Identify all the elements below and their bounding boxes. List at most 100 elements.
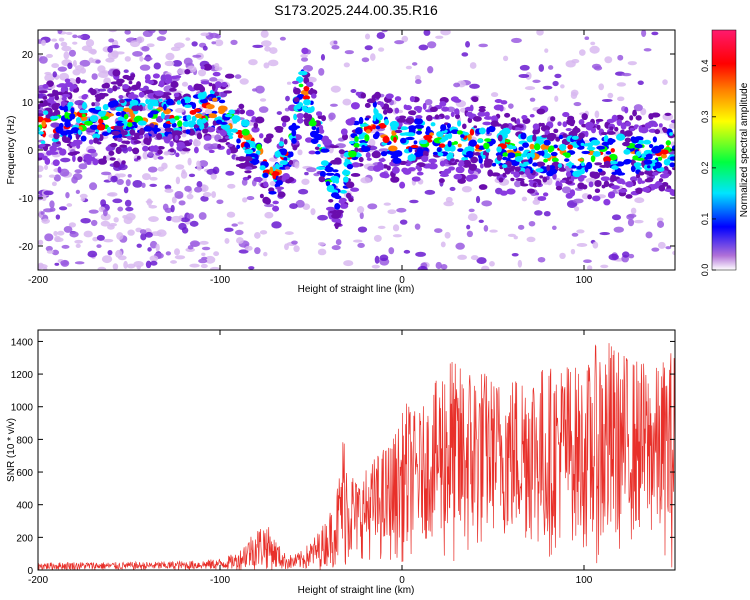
heat-cell — [570, 165, 577, 169]
heat-cell — [439, 160, 446, 167]
heat-cell — [121, 160, 126, 165]
heat-cell — [220, 124, 231, 130]
heat-cell — [275, 186, 285, 190]
heat-cell — [644, 122, 652, 129]
heat-cell — [178, 200, 186, 206]
heat-cell — [317, 214, 328, 221]
heat-cell — [374, 255, 380, 264]
heat-cell — [152, 145, 159, 153]
spectrogram-y-ticks: -20 -10 0 10 20 — [19, 50, 675, 253]
heat-cell — [196, 132, 203, 140]
heat-cell — [59, 148, 67, 156]
heat-cell — [476, 257, 487, 264]
heat-cell — [75, 76, 81, 84]
heat-cell — [77, 35, 83, 39]
y-tick-label: 400 — [16, 501, 33, 512]
heat-cell — [139, 55, 144, 62]
heat-cell — [350, 88, 357, 93]
heat-cell — [553, 128, 559, 134]
heat-cell — [597, 168, 603, 173]
heat-cell — [521, 153, 527, 158]
heat-cell — [184, 104, 192, 108]
heat-cell — [518, 146, 524, 151]
snr-y-label: SNR (10 * v/v) — [6, 418, 17, 482]
heat-cell — [197, 69, 207, 77]
heat-cell — [469, 62, 477, 69]
heat-cell — [589, 45, 600, 54]
heat-cell — [502, 123, 509, 128]
heat-cell — [521, 196, 528, 202]
heat-cell — [57, 30, 63, 34]
heat-cell — [83, 230, 93, 238]
heat-cell — [41, 195, 47, 202]
heat-cell — [461, 52, 469, 57]
heat-cell — [165, 98, 174, 106]
heat-cell — [317, 134, 323, 139]
heat-cell — [130, 136, 138, 141]
heat-cell — [80, 135, 87, 142]
heat-cell — [586, 146, 596, 151]
heat-cell — [225, 128, 233, 132]
heat-cell — [331, 45, 340, 50]
heat-cell — [283, 156, 288, 162]
heat-cell — [263, 136, 272, 144]
heat-cell — [64, 120, 71, 128]
heat-cell — [212, 71, 221, 77]
heat-cell — [535, 161, 546, 167]
heat-cell — [79, 193, 88, 199]
heat-cell — [150, 110, 159, 115]
heat-cell — [416, 171, 424, 176]
heat-cell — [438, 178, 445, 184]
heat-cell — [614, 126, 619, 132]
heat-cell — [444, 231, 451, 239]
heat-cell — [567, 144, 573, 150]
heat-cell — [186, 193, 194, 200]
heat-cell — [554, 73, 562, 79]
heat-cell — [608, 253, 619, 261]
heat-cell — [199, 98, 209, 104]
heat-cell — [332, 169, 339, 173]
heat-cell — [75, 189, 81, 194]
heat-cell — [543, 139, 551, 146]
heat-cell — [578, 132, 585, 139]
heat-cell — [577, 182, 585, 190]
heat-cell — [544, 48, 549, 53]
heat-cell — [300, 57, 309, 62]
heat-cell — [55, 214, 61, 220]
heat-cell — [231, 223, 238, 227]
heat-cell — [65, 137, 71, 144]
heat-cell — [330, 85, 341, 93]
heat-cell — [518, 171, 525, 175]
heat-cell — [145, 98, 150, 105]
heat-cell — [57, 66, 68, 72]
heat-cell — [193, 138, 199, 147]
heat-cell — [67, 101, 74, 107]
heat-cell — [170, 260, 178, 264]
heat-cell — [296, 113, 305, 119]
heat-cell — [469, 128, 475, 136]
heat-cell — [175, 176, 181, 185]
heat-cell — [611, 165, 619, 170]
heat-cell — [246, 196, 255, 201]
heat-cell — [447, 133, 453, 139]
heat-cell — [74, 169, 83, 174]
heat-cell — [94, 106, 102, 111]
heat-cell — [423, 134, 433, 140]
heat-cell — [483, 142, 490, 150]
heat-cell — [317, 248, 327, 256]
heat-cell — [643, 139, 652, 145]
heat-cell — [100, 199, 107, 207]
heat-cell — [668, 123, 675, 129]
heat-cell — [436, 131, 444, 138]
heat-cell — [360, 92, 367, 99]
heat-cell — [365, 152, 371, 159]
heat-cell — [348, 150, 357, 158]
heat-cell — [186, 114, 192, 121]
heat-cell — [511, 37, 522, 44]
heat-cell — [201, 246, 211, 251]
heat-cell — [635, 151, 642, 158]
heat-cell — [394, 129, 403, 134]
x-tick-label: -100 — [210, 275, 230, 286]
heat-cell — [251, 116, 257, 121]
heat-cell — [562, 152, 571, 157]
